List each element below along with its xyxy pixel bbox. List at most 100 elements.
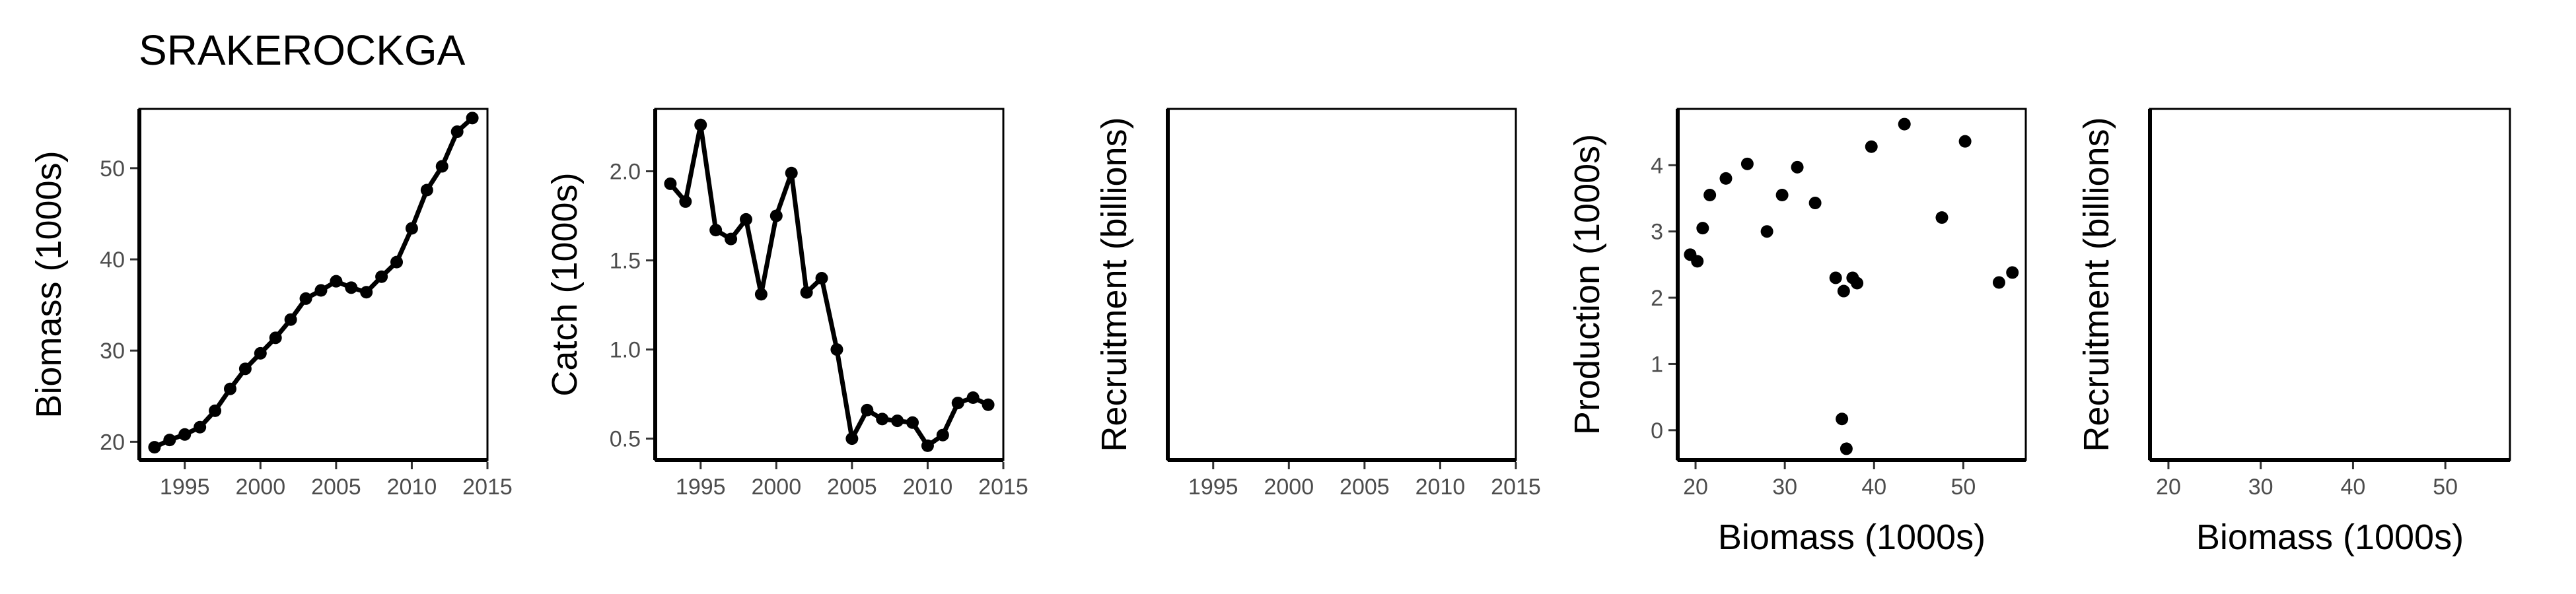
y-tick-label: 40 bbox=[100, 248, 125, 273]
data-point bbox=[194, 420, 207, 434]
data-point bbox=[375, 270, 388, 283]
x-tick-label: 2010 bbox=[387, 475, 437, 500]
data-point bbox=[830, 343, 843, 356]
x-tick-label: 1995 bbox=[676, 475, 726, 500]
y-tick-label: 4 bbox=[1651, 153, 1663, 178]
data-point bbox=[1958, 135, 1972, 148]
data-point bbox=[178, 428, 192, 441]
y-tick-label: 3 bbox=[1651, 220, 1663, 245]
data-point bbox=[1935, 211, 1949, 224]
data-point bbox=[1760, 225, 1773, 238]
x-tick-label: 2005 bbox=[827, 475, 877, 500]
x-tick-label: 2015 bbox=[1491, 475, 1541, 500]
data-point bbox=[390, 255, 404, 269]
data-point bbox=[163, 434, 176, 447]
x-tick-label: 2005 bbox=[1340, 475, 1390, 500]
data-point bbox=[1836, 412, 1849, 426]
data-point bbox=[284, 313, 297, 326]
data-point bbox=[982, 398, 995, 411]
x-axis-title: Biomass (1000s) bbox=[2196, 517, 2464, 557]
data-point bbox=[709, 224, 723, 237]
data-point bbox=[1840, 442, 1853, 455]
data-point bbox=[1791, 160, 1804, 174]
data-point bbox=[209, 404, 222, 417]
data-point bbox=[739, 213, 752, 226]
y-tick-label: 2.0 bbox=[610, 160, 641, 185]
data-point bbox=[845, 432, 859, 446]
y-tick-label: 50 bbox=[100, 156, 125, 182]
data-point bbox=[694, 118, 707, 131]
x-axis-title: Biomass (1000s) bbox=[1718, 517, 1986, 557]
x-tick-label: 2005 bbox=[311, 475, 361, 500]
data-point bbox=[360, 286, 373, 299]
data-point bbox=[906, 416, 919, 429]
chart-panel-1: 1995 2000 2005 2010 2015 20 30 40 50 Biomass (100… bbox=[29, 108, 513, 500]
data-point bbox=[1691, 255, 1704, 268]
x-tick-label: 40 bbox=[2341, 475, 2366, 500]
data-point bbox=[269, 331, 282, 345]
data-point bbox=[299, 292, 312, 305]
x-tick-label: 1995 bbox=[160, 475, 210, 500]
y-tick-label: 20 bbox=[100, 430, 125, 455]
x-tick-label: 1995 bbox=[1188, 475, 1238, 500]
data-point bbox=[435, 160, 448, 173]
data-point bbox=[1865, 140, 1878, 153]
data-point bbox=[238, 362, 252, 376]
data-point bbox=[314, 284, 328, 297]
data-point bbox=[1719, 172, 1733, 185]
y-axis-title: Catch (1000s) bbox=[545, 172, 585, 396]
y-axis-title: Production (1000s) bbox=[1567, 134, 1607, 435]
chart-panels: 1995 2000 2005 2010 2015 20 30 40 50 Biomass (100… bbox=[29, 108, 2511, 557]
x-tick-label: 50 bbox=[1950, 475, 1976, 500]
data-point bbox=[148, 441, 161, 454]
data-point bbox=[664, 177, 677, 190]
data-point bbox=[800, 286, 813, 299]
data-point bbox=[936, 428, 949, 442]
data-point bbox=[725, 232, 738, 246]
data-point bbox=[466, 112, 479, 125]
y-axis-title: Recruitment (billions) bbox=[1094, 117, 1134, 451]
x-tick-label: 2010 bbox=[1415, 475, 1466, 500]
x-tick-label: 2010 bbox=[903, 475, 953, 500]
data-point bbox=[420, 183, 433, 197]
data-point bbox=[679, 195, 692, 208]
x-tick-label: 2015 bbox=[978, 475, 1028, 500]
chart-panel-5: 20 30 40 50 Recruitment (billions) Biomass (1… bbox=[2077, 108, 2511, 557]
data-point bbox=[1992, 276, 2005, 289]
y-tick-label: 1.0 bbox=[610, 338, 641, 363]
data-point bbox=[1703, 188, 1717, 201]
page-title: SRAKEROCKGA bbox=[139, 26, 466, 74]
data-point bbox=[769, 209, 783, 222]
data-point bbox=[951, 397, 964, 410]
series-line bbox=[668, 122, 991, 448]
data-point bbox=[876, 412, 889, 426]
y-axis-title: Biomass (1000s) bbox=[29, 150, 69, 418]
x-tick-label: 40 bbox=[1861, 475, 1886, 500]
x-tick-label: 20 bbox=[1683, 475, 1708, 500]
data-point bbox=[1898, 117, 1911, 131]
data-point bbox=[450, 125, 464, 139]
chart-panel-3: 1995 2000 2005 2010 2015 Recruitment (billion… bbox=[1094, 108, 1541, 500]
data-point bbox=[223, 382, 236, 395]
x-tick-label: 50 bbox=[2433, 475, 2458, 500]
chart-panel-4: 20 30 40 50 0 1 2 3 4 Production (1000s) Biomass (… bbox=[1567, 108, 2027, 557]
x-tick-label: 30 bbox=[1772, 475, 1797, 500]
data-point bbox=[921, 439, 934, 452]
x-tick-label: 30 bbox=[2248, 475, 2273, 500]
data-point bbox=[330, 275, 343, 288]
y-tick-label: 1.5 bbox=[610, 249, 641, 274]
chart-panel-2: 1995 2000 2005 2010 2015 0.5 1.0 1.5 2.0 Catch (1… bbox=[545, 108, 1028, 500]
y-tick-label: 0.5 bbox=[610, 427, 641, 452]
data-point bbox=[966, 391, 980, 404]
y-axis-title: Recruitment (billions) bbox=[2077, 117, 2116, 451]
data-point bbox=[2006, 266, 2019, 279]
x-tick-label: 2000 bbox=[1264, 475, 1314, 500]
data-point bbox=[815, 272, 828, 285]
y-tick-label: 1 bbox=[1651, 352, 1663, 377]
data-point bbox=[1837, 284, 1850, 298]
series-line bbox=[152, 116, 475, 450]
data-point bbox=[345, 281, 358, 294]
data-point bbox=[1808, 197, 1822, 210]
